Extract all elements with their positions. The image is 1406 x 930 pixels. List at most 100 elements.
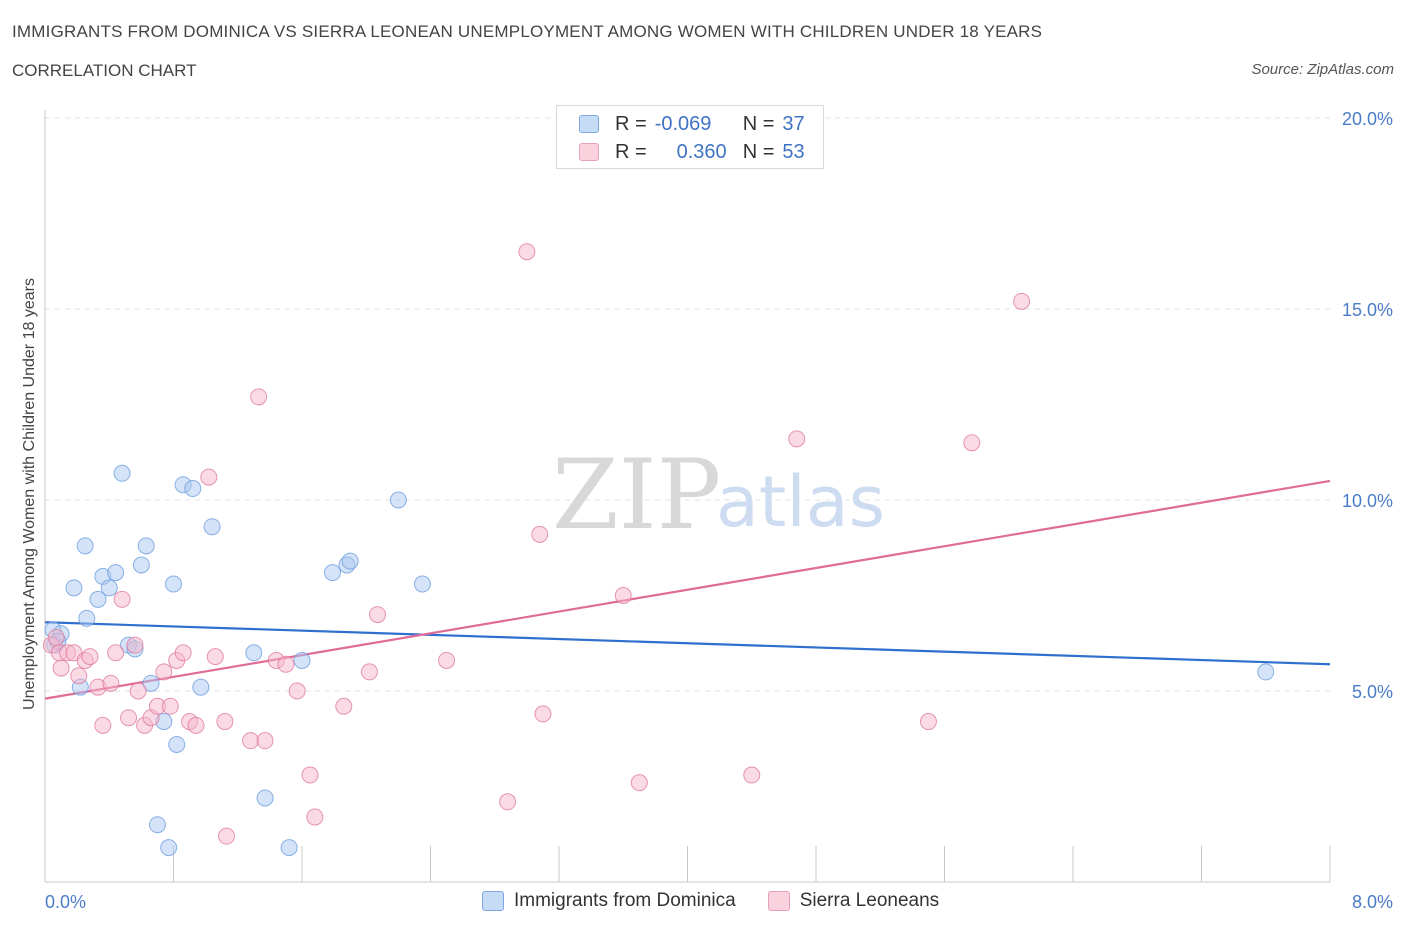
data-point: [630, 774, 648, 792]
data-point: [187, 716, 205, 734]
data-point: [250, 388, 268, 406]
data-point: [743, 766, 761, 784]
tick-labels: 5.0% 10.0% 15.0% 20.0% 0.0% 8.0%: [45, 109, 1393, 912]
series-label-sierra-leone: Sierra Leoneans: [799, 890, 940, 911]
data-point: [137, 537, 155, 555]
source-label: Source: ZipAtlas.com: [1251, 61, 1394, 78]
data-point: [89, 590, 107, 608]
grid-lines: [45, 117, 1330, 692]
data-point: [113, 464, 131, 482]
axes: [44, 110, 1331, 883]
legend-r-value: 0.360: [676, 140, 727, 163]
data-point: [534, 705, 552, 723]
data-point: [120, 709, 138, 727]
legend-row-sierra-leone: R = 0.360 N = 53: [579, 140, 805, 164]
data-point: [65, 579, 83, 597]
data-point: [1257, 663, 1275, 681]
y-tick-label: 5.0%: [1352, 682, 1393, 702]
data-point: [288, 682, 306, 700]
trend-lines: [44, 479, 1331, 700]
data-point: [518, 243, 536, 261]
data-point: [242, 732, 260, 750]
data-point: [102, 674, 120, 692]
data-point: [341, 552, 359, 570]
y-tick-label: 15.0%: [1342, 300, 1393, 320]
chart-title: IMMIGRANTS FROM DOMINICA VS SIERRA LEONE…: [12, 22, 1043, 41]
data-point: [81, 648, 99, 666]
data-point: [360, 663, 378, 681]
trend-line-sierra-leone: [44, 479, 1331, 700]
data-point: [245, 644, 263, 662]
data-points: [42, 243, 1275, 857]
y-tick-label: 20.0%: [1342, 109, 1393, 129]
data-point: [129, 682, 147, 700]
data-point: [293, 651, 311, 669]
data-point: [174, 644, 192, 662]
data-point: [113, 590, 131, 608]
legend-r-label: R =: [615, 140, 647, 163]
data-point: [107, 564, 125, 582]
data-point: [160, 839, 178, 857]
y-axis-title: Unemployment Among Women with Children U…: [21, 278, 38, 710]
data-point: [148, 816, 166, 834]
watermark-atlas: atlas: [716, 461, 885, 543]
legend-swatch-sierra-leone: [579, 143, 599, 161]
data-point: [389, 491, 407, 509]
data-point: [963, 434, 981, 452]
data-point: [280, 839, 298, 857]
data-point: [531, 525, 549, 543]
series-swatch-sierra-leone: [767, 891, 790, 911]
data-point: [218, 827, 236, 845]
legend-row-dominica: R = -0.069 N = 37: [579, 112, 805, 136]
legend-n-label: N =: [742, 112, 775, 135]
data-point: [100, 579, 118, 597]
correlation-legend: R = -0.069 N = 37 R = 0.360 N = 53: [556, 105, 824, 169]
legend-n-value: 37: [782, 112, 805, 135]
data-point: [107, 644, 125, 662]
data-point: [335, 697, 353, 715]
data-point: [161, 697, 179, 715]
data-point: [306, 808, 324, 826]
data-point: [301, 766, 319, 784]
data-point: [1013, 292, 1031, 310]
data-point: [614, 587, 632, 604]
watermark-zip: ZIP: [552, 439, 721, 551]
data-point: [126, 636, 144, 654]
data-point: [70, 667, 88, 685]
series-label-dominica: Immigrants from Dominica: [514, 890, 736, 911]
legend-r-label: R =: [615, 112, 647, 135]
legend-n-label: N =: [742, 140, 775, 163]
data-point: [499, 793, 517, 811]
data-point: [94, 716, 112, 734]
legend-n-value: 53: [782, 140, 805, 163]
data-point: [788, 430, 806, 448]
series-swatch-dominica: [482, 891, 504, 911]
data-point: [142, 674, 160, 692]
x-tick-label: 8.0%: [1352, 892, 1393, 912]
data-point: [256, 789, 274, 807]
trend-line-dominica: [44, 621, 1331, 666]
data-point: [324, 564, 342, 582]
data-point: [206, 648, 224, 666]
y-tick-label: 10.0%: [1342, 491, 1393, 511]
data-point: [368, 606, 386, 624]
data-point: [47, 629, 65, 647]
data-point: [438, 651, 456, 669]
data-point: [76, 537, 94, 555]
legend-r-value: -0.069: [654, 112, 712, 135]
data-point: [78, 609, 96, 627]
data-point: [216, 713, 234, 731]
data-point: [132, 556, 150, 574]
data-point: [413, 575, 431, 593]
data-point: [184, 480, 202, 498]
x-tick-label: 0.0%: [45, 892, 86, 912]
data-point: [919, 713, 937, 731]
data-point: [203, 518, 221, 536]
data-point: [155, 663, 173, 681]
data-point: [165, 575, 182, 593]
data-point: [168, 735, 186, 753]
data-point: [277, 655, 295, 673]
data-point: [192, 678, 210, 696]
data-point: [52, 659, 70, 677]
